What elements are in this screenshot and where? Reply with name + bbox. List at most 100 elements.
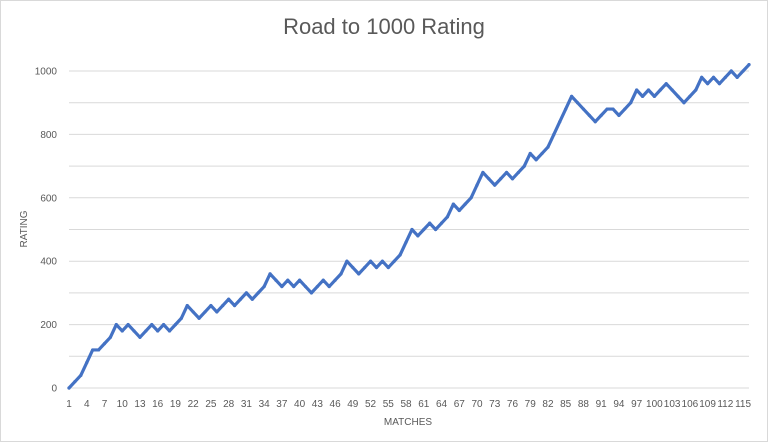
data-point bbox=[558, 120, 562, 124]
data-point bbox=[493, 183, 497, 187]
data-point bbox=[197, 316, 201, 320]
data-point bbox=[227, 297, 231, 301]
data-point bbox=[540, 151, 544, 156]
data-point bbox=[416, 234, 420, 238]
x-tick-label: 64 bbox=[436, 399, 448, 410]
x-tick-label: 79 bbox=[525, 399, 537, 410]
x-tick-label: 100 bbox=[646, 399, 663, 410]
x-tick-label: 70 bbox=[471, 399, 483, 410]
data-point bbox=[102, 342, 107, 346]
x-tick-label: 46 bbox=[330, 399, 342, 410]
data-point bbox=[445, 215, 450, 219]
data-point bbox=[528, 151, 532, 156]
data-point bbox=[114, 323, 118, 327]
x-tick-label: 40 bbox=[294, 399, 306, 410]
data-point bbox=[552, 132, 556, 136]
data-point bbox=[664, 82, 668, 86]
x-tick-label: 34 bbox=[259, 399, 271, 410]
x-tick-label: 1 bbox=[66, 399, 72, 410]
data-point bbox=[581, 107, 586, 111]
rating-series-line bbox=[67, 63, 751, 390]
data-point bbox=[623, 107, 627, 111]
x-tick-label: 106 bbox=[682, 399, 699, 410]
data-point bbox=[327, 284, 331, 289]
data-point bbox=[457, 208, 461, 213]
data-point bbox=[79, 373, 83, 377]
data-point bbox=[303, 284, 308, 289]
x-tick-label: 85 bbox=[560, 399, 572, 410]
data-point bbox=[706, 82, 710, 86]
data-point bbox=[682, 101, 686, 105]
data-point bbox=[386, 265, 390, 270]
data-point bbox=[635, 88, 639, 92]
data-point bbox=[434, 227, 438, 232]
data-point bbox=[274, 278, 278, 282]
data-point bbox=[191, 310, 195, 314]
data-point bbox=[700, 75, 704, 79]
data-point bbox=[617, 113, 621, 117]
data-point bbox=[256, 291, 260, 295]
data-point bbox=[238, 297, 243, 301]
data-point bbox=[723, 75, 727, 79]
data-point bbox=[398, 253, 402, 257]
data-point bbox=[108, 335, 112, 339]
x-tick-label: 25 bbox=[205, 399, 217, 410]
data-point bbox=[368, 259, 373, 263]
x-tick-label: 94 bbox=[613, 399, 625, 410]
data-point bbox=[321, 278, 325, 282]
data-point bbox=[91, 348, 95, 352]
data-point bbox=[167, 329, 172, 333]
x-tick-label: 76 bbox=[507, 399, 519, 410]
data-point bbox=[688, 94, 692, 98]
data-point bbox=[451, 202, 455, 206]
data-point bbox=[120, 329, 124, 333]
data-point bbox=[268, 272, 272, 276]
data-point bbox=[392, 259, 396, 263]
data-point bbox=[599, 113, 603, 117]
x-tick-label: 58 bbox=[400, 399, 412, 410]
data-point bbox=[593, 120, 597, 124]
x-tick-label: 97 bbox=[631, 399, 643, 410]
x-tick-label: 52 bbox=[365, 399, 377, 410]
data-point bbox=[351, 265, 355, 270]
y-tick-label: 800 bbox=[40, 130, 57, 141]
data-points bbox=[67, 63, 751, 390]
data-point bbox=[144, 329, 148, 333]
data-point bbox=[487, 177, 491, 181]
data-point bbox=[729, 69, 733, 73]
data-point bbox=[439, 221, 444, 225]
x-tick-label: 10 bbox=[117, 399, 129, 410]
data-point bbox=[463, 202, 467, 206]
data-point bbox=[611, 107, 615, 111]
data-point bbox=[126, 323, 130, 327]
x-tick-label: 115 bbox=[735, 399, 751, 410]
y-tick-label: 400 bbox=[40, 257, 57, 268]
data-point bbox=[428, 221, 432, 225]
x-tick-label: 61 bbox=[418, 399, 430, 410]
chart-title: Road to 1000 Rating bbox=[283, 14, 485, 39]
data-point bbox=[658, 88, 662, 92]
data-point bbox=[221, 303, 225, 308]
data-point bbox=[404, 240, 408, 244]
x-tick-label: 73 bbox=[489, 399, 501, 410]
data-point bbox=[345, 259, 349, 263]
x-tick-label: 82 bbox=[542, 399, 554, 410]
data-point bbox=[694, 88, 698, 92]
data-point bbox=[640, 94, 645, 98]
data-point bbox=[250, 297, 254, 301]
x-tick-label: 4 bbox=[84, 399, 90, 410]
data-point bbox=[670, 88, 674, 92]
data-point bbox=[315, 284, 319, 289]
data-point bbox=[232, 303, 237, 308]
data-point bbox=[185, 303, 189, 308]
data-point bbox=[209, 303, 213, 308]
data-point bbox=[711, 75, 716, 79]
x-tick-label: 37 bbox=[276, 399, 288, 410]
data-point bbox=[546, 145, 550, 149]
data-point bbox=[380, 259, 384, 263]
x-axis-ticks: 1 4 7 10 13 16 19 22 25 28 31 34 37 40 43 46 49 52 55 58 61 6… bbox=[66, 399, 751, 410]
x-tick-label: 13 bbox=[134, 399, 146, 410]
x-tick-label: 22 bbox=[188, 399, 200, 410]
data-point bbox=[244, 291, 248, 295]
